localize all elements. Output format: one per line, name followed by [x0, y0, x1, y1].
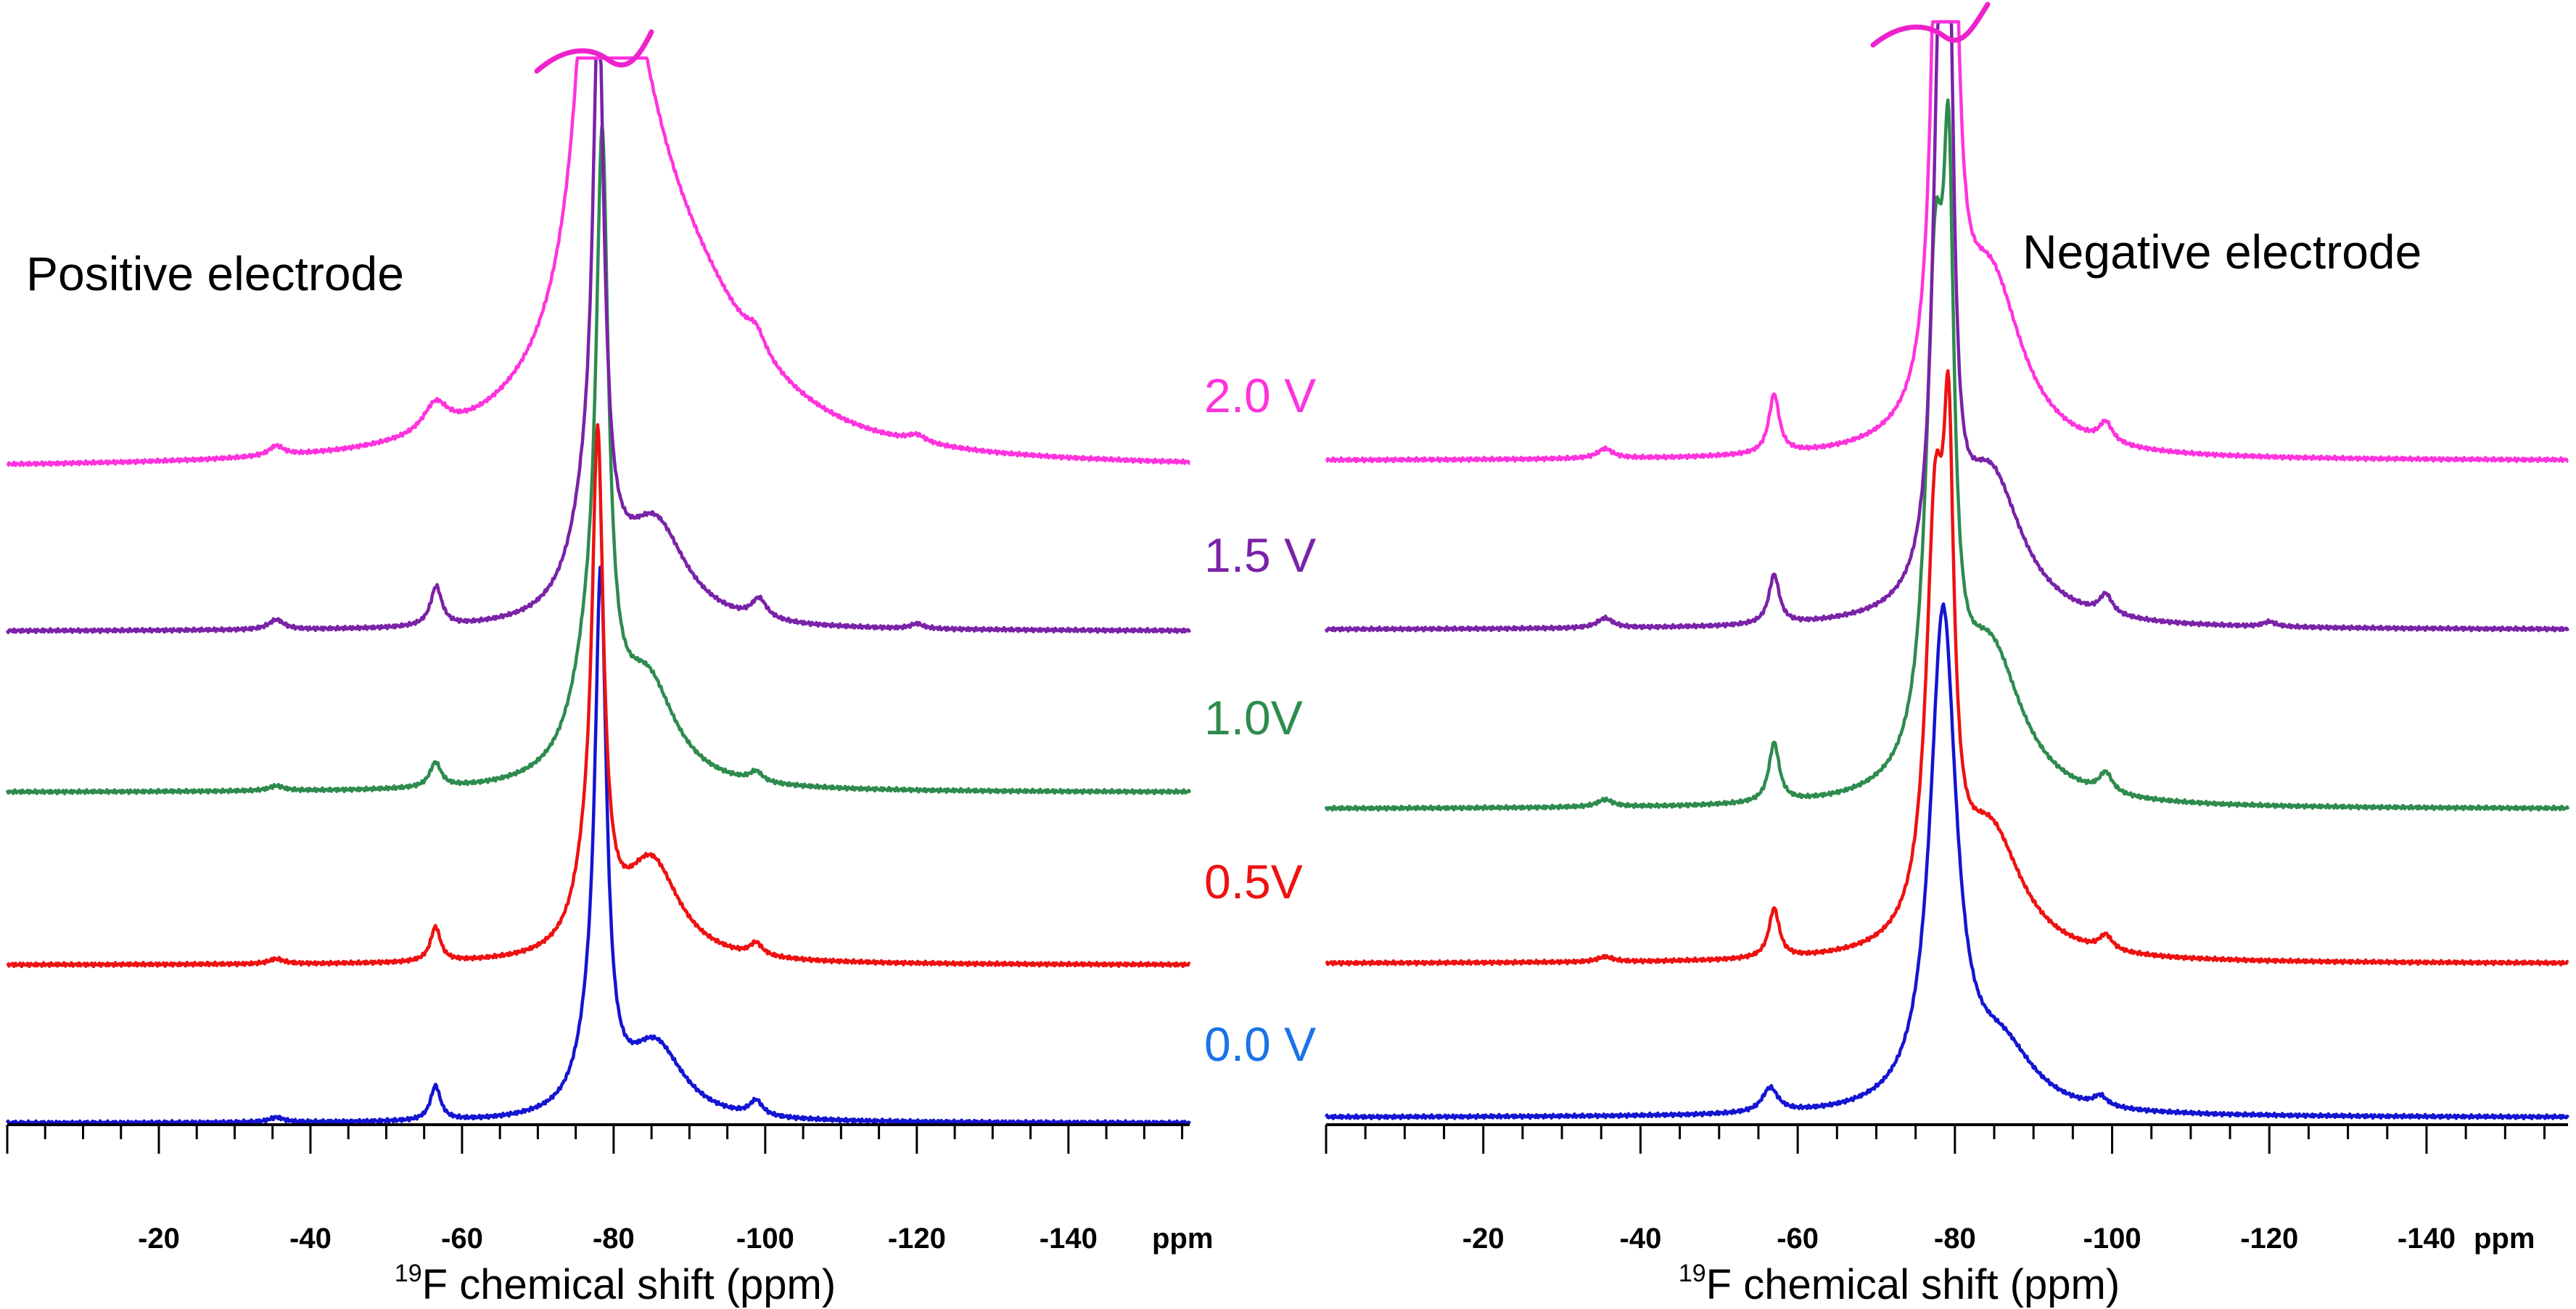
positive-spectrum-0v5V [6, 423, 1191, 969]
voltage-label-1v5: 1.5 V [1204, 528, 1316, 582]
positive-tick-label: -140 [1040, 1223, 1098, 1255]
x-axis-title-superscript: 19 [395, 1260, 422, 1287]
voltage-labels: 2.0 V 1.5 V 1.0V 0.5V 0.0 V [1204, 369, 1316, 1071]
negative-tick-label: -20 [1462, 1223, 1505, 1255]
positive-spectrum-0v0V [5, 565, 1191, 1127]
positive-tick-label: -80 [593, 1223, 635, 1255]
negative-electrode-panel: Negative electrode -20 -40 -60 -80 -100 -120-… [1324, 20, 2570, 1308]
positive-tick-label: -100 [736, 1223, 794, 1255]
positive-electrode-ppm-label: ppm [1152, 1223, 1213, 1255]
x-axis-title-main: F chemical shift (ppm) [422, 1261, 836, 1308]
axis-break-marks [534, 1, 1991, 74]
positive-tick-label: -60 [441, 1223, 483, 1255]
negative-spectrum-0v5V [1325, 369, 2569, 967]
x-axis-title-superscript: 19 [1679, 1260, 1706, 1287]
positive-electrode-x-axis: -20 -40 -60 -80 -100 -120 -140 [6, 1123, 1190, 1255]
positive-spectrum-1v5V [5, 56, 1192, 635]
negative-electrode-spectra [1324, 20, 2570, 1121]
negative-electrode-x-axis-title: 19F chemical shift (ppm) [1679, 1260, 2120, 1308]
negative-tick-label: -100 [2083, 1223, 2141, 1255]
positive-electrode-panel: Positive electrode -20 -40 -60 -80 -100 -120-… [5, 56, 1213, 1308]
voltage-label-0v5: 0.5V [1204, 855, 1303, 908]
voltage-label-2v0: 2.0 V [1204, 369, 1316, 422]
x-axis-title-main: F chemical shift (ppm) [1706, 1261, 2120, 1308]
negative-tick-label: -60 [1777, 1223, 1819, 1255]
negative-tick-label: -40 [1620, 1223, 1662, 1255]
negative-spectrum-2v0V [1325, 20, 2569, 464]
negative-electrode-title: Negative electrode [2022, 225, 2421, 279]
negative-electrode-x-axis: -20 -40 -60 -80 -100 -120 -140 [1325, 1123, 2568, 1255]
positive-electrode-title: Positive electrode [26, 247, 404, 300]
left-peak-break-mark-icon [534, 29, 654, 74]
negative-tick-label: -120 [2240, 1223, 2298, 1255]
voltage-label-1v0: 1.0V [1204, 691, 1303, 744]
negative-spectrum-0v0V [1324, 602, 2569, 1121]
positive-tick-label: -40 [289, 1223, 332, 1255]
positive-tick-label: -20 [138, 1223, 180, 1255]
negative-electrode-ppm-label: ppm [2474, 1223, 2535, 1255]
positive-electrode-spectra [5, 56, 1192, 1127]
right-peak-break-mark-icon [1870, 1, 1991, 48]
positive-electrode-x-axis-title: 19F chemical shift (ppm) [395, 1260, 836, 1308]
positive-spectrum-2v0V [6, 56, 1191, 467]
voltage-label-0v0: 0.0 V [1204, 1017, 1316, 1071]
negative-tick-label: -140 [2398, 1223, 2456, 1255]
negative-tick-label: -80 [1934, 1223, 1976, 1255]
positive-tick-label: -120 [888, 1223, 946, 1255]
positive-spectrum-1v0V [5, 124, 1192, 796]
negative-spectrum-1v0V [1324, 98, 2570, 812]
